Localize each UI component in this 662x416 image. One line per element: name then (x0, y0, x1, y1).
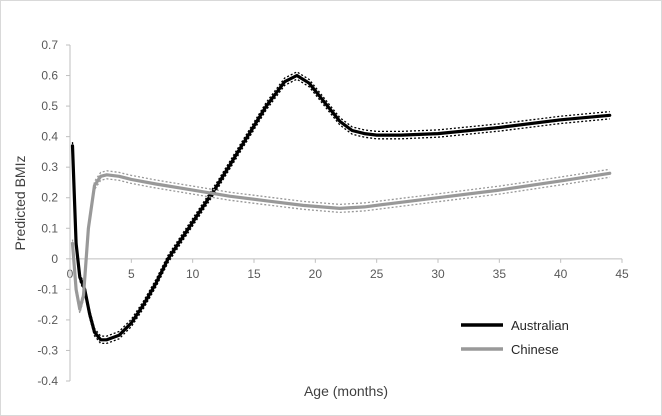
x-tick-label: 35 (493, 267, 507, 281)
y-tick-label: -0.1 (37, 282, 58, 296)
x-tick-labels: 051015202530354045 (67, 258, 629, 281)
y-tick-label: 0.2 (41, 191, 58, 205)
y-tick-label: 0.5 (41, 99, 58, 113)
y-tick-label: -0.2 (37, 313, 58, 327)
y-tick-label: 0.7 (41, 38, 58, 52)
series-lines (70, 71, 612, 345)
x-tick-label: 15 (247, 267, 261, 281)
series-chinese-upper-ci (71, 168, 610, 306)
series-chinese-line (70, 171, 612, 311)
x-tick-label: 45 (615, 267, 629, 281)
y-tick-label: -0.3 (37, 343, 58, 357)
x-tick-label: 40 (554, 267, 568, 281)
legend: Australian Chinese (461, 318, 569, 357)
x-axis-label: Age (months) (304, 383, 388, 399)
x-tick-label: 25 (370, 267, 384, 281)
y-tick-label: 0 (51, 252, 58, 266)
series-australian-line (70, 73, 612, 342)
y-tick-label: 0.3 (41, 160, 58, 174)
y-tick-label: 0.1 (41, 221, 58, 235)
legend-label-australian: Australian (511, 318, 569, 333)
x-tick-label: 30 (431, 267, 445, 281)
y-tick-labels: -0.4 -0.3 -0.2 -0.1 0 0.1 0.2 0.3 0.4 0.5 0.6 0.7 (37, 38, 70, 388)
x-tick-label: 10 (186, 267, 200, 281)
y-tick-label: 0.4 (41, 130, 58, 144)
y-axis-label: Predicted BMIz (12, 156, 28, 251)
y-tick-label: -0.4 (37, 374, 58, 388)
legend-label-chinese: Chinese (511, 342, 559, 357)
y-tick-label: 0.6 (41, 69, 58, 83)
series-chinese-lower-ci (71, 176, 610, 314)
x-tick-label: 5 (128, 267, 135, 281)
axes (69, 45, 622, 381)
x-tick-label: 20 (309, 267, 323, 281)
